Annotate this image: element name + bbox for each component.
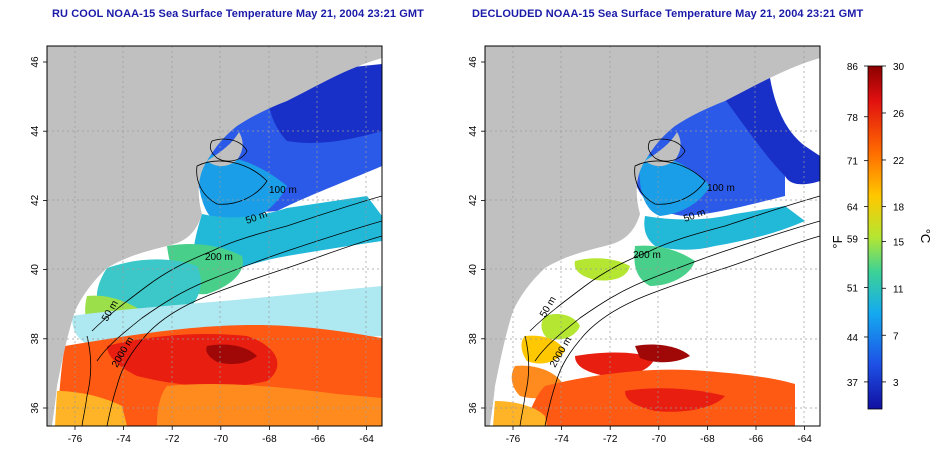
celsius-tick-label: 11 — [893, 284, 904, 295]
left-map-title: RU COOL NOAA-15 Sea Surface Temperature … — [52, 8, 424, 20]
lon-tick-label: -64 — [359, 434, 374, 445]
lon-tick-label: -72 — [603, 434, 618, 445]
lon-tick-label: -64 — [797, 434, 812, 445]
lon-tick-label: -74 — [554, 434, 569, 445]
fahrenheit-tick-label: 78 — [847, 113, 859, 124]
lat-tick-label: 36 — [468, 402, 479, 414]
lat-tick-label: 40 — [30, 264, 41, 276]
lat-tick-label: 44 — [468, 125, 479, 137]
lat-tick-label: 36 — [30, 402, 41, 414]
lat-tick-label: 40 — [468, 264, 479, 276]
temperature-colorbar: 86 78 71 64 59 51 44 37 30 26 22 18 15 11 7 3 °F °C — [830, 62, 933, 410]
right-map-panel: 100 m 50 m 200 m 50 m 2000 m — [484, 45, 821, 427]
fahrenheit-label: °F — [830, 235, 845, 248]
fahrenheit-tick-label: 44 — [847, 333, 859, 344]
lon-tick-label: -76 — [68, 434, 83, 445]
fahrenheit-tick-label: 59 — [847, 235, 859, 246]
contour-label: 200 m — [205, 252, 233, 263]
lat-tick-label: 42 — [468, 194, 479, 206]
celsius-label: °C — [918, 229, 933, 244]
contour-label: 100 m — [707, 183, 735, 194]
celsius-tick-label: 3 — [893, 378, 899, 389]
lat-tick-label: 46 — [30, 56, 41, 68]
fahrenheit-tick-label: 51 — [847, 284, 859, 295]
right-map-title: DECLOUDED NOAA-15 Sea Surface Temperatur… — [472, 8, 864, 20]
lon-tick-label: -76 — [506, 434, 521, 445]
lat-tick-label: 38 — [30, 333, 41, 345]
contour-label: 200 m — [633, 250, 661, 261]
fahrenheit-tick-label: 71 — [847, 157, 859, 168]
celsius-tick-label: 22 — [893, 156, 905, 167]
lat-tick-label: 38 — [468, 333, 479, 345]
celsius-tick-label: 30 — [893, 62, 905, 73]
lon-tick-label: -66 — [749, 434, 764, 445]
lon-tick-label: -68 — [700, 434, 715, 445]
fahrenheit-tick-label: 37 — [847, 378, 859, 389]
fahrenheit-tick-label: 64 — [847, 203, 859, 214]
celsius-tick-label: 15 — [893, 238, 905, 249]
celsius-tick-label: 18 — [893, 203, 905, 214]
left-map-axes: -76 -74 -72 -70 -68 -66 -64 36 38 40 42 44 46 — [30, 56, 374, 445]
left-map-panel: 100 m 50 m 200 m 50 m 2000 m — [46, 45, 383, 427]
lon-tick-label: -72 — [165, 434, 180, 445]
lon-tick-label: -68 — [262, 434, 277, 445]
celsius-tick-label: 26 — [893, 109, 905, 120]
celsius-tick-label: 7 — [893, 331, 899, 342]
right-map-axes: -76 -74 -72 -70 -68 -66 -64 36 38 40 42 44 46 — [468, 56, 812, 445]
lat-tick-label: 46 — [468, 56, 479, 68]
lat-tick-label: 44 — [30, 125, 41, 137]
lon-tick-label: -66 — [311, 434, 326, 445]
lon-tick-label: -74 — [116, 434, 131, 445]
lat-tick-label: 42 — [30, 194, 41, 206]
contour-label: 100 m — [269, 185, 297, 196]
lon-tick-label: -70 — [652, 434, 667, 445]
lon-tick-label: -70 — [214, 434, 229, 445]
fahrenheit-tick-label: 86 — [847, 62, 859, 73]
